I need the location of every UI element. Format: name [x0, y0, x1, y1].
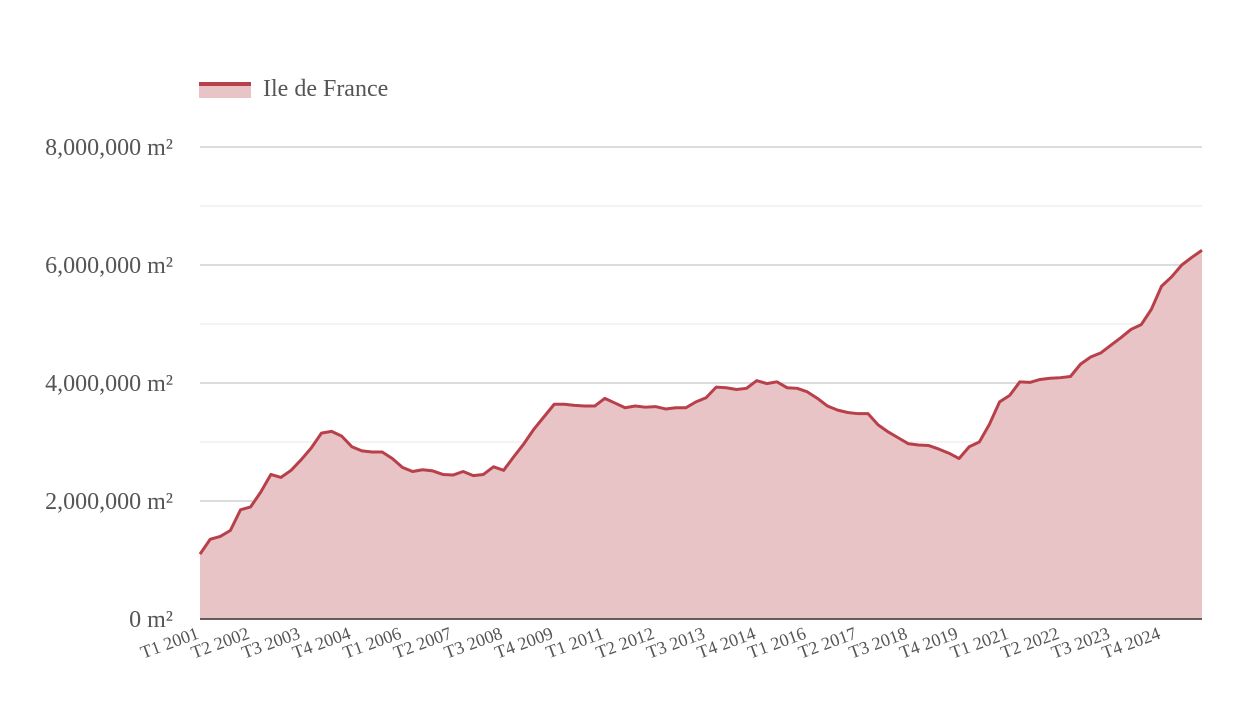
y-tick-label: 4,000,000 m² — [45, 371, 173, 397]
legend-label-ile-de-france: Ile de France — [263, 76, 389, 102]
series-line-ile-de-france — [198, 249, 1203, 555]
legend-swatch-ile-de-france — [199, 81, 251, 98]
legend[interactable]: Ile de France — [199, 76, 388, 103]
y-tick-label: 0 m² — [129, 607, 173, 633]
x-tick-label: T4 2024 — [1099, 623, 1163, 662]
y-tick-label: 6,000,000 m² — [45, 253, 173, 279]
y-tick-label: 2,000,000 m² — [45, 489, 173, 515]
y-axis-tick-labels: 0 m² 2,000,000 m² 4,000,000 m² 6,000,000 m²… — [45, 135, 173, 633]
series-area-ile-de-france — [200, 250, 1202, 619]
y-tick-label: 8,000,000 m² — [45, 135, 173, 161]
